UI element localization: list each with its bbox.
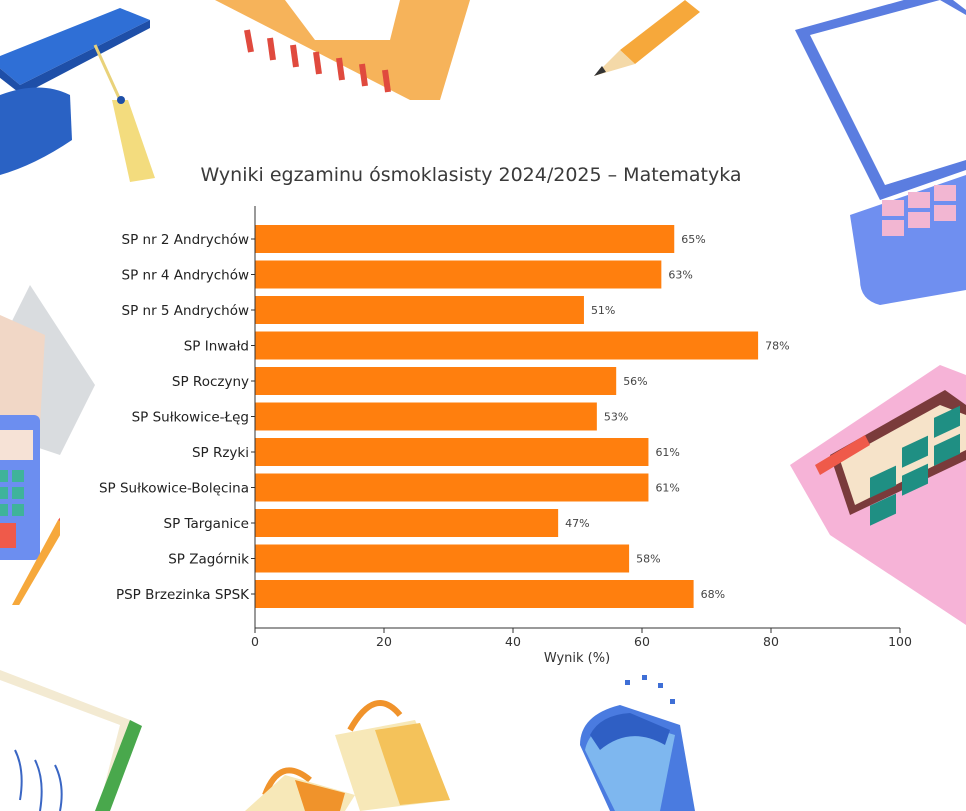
value-label: 53% [604,411,628,424]
x-tick-label: 0 [251,634,259,649]
category-label: PSP Brzezinka SPSK [116,587,250,603]
category-label: SP Targanice [164,516,249,532]
category-label: SP nr 5 Andrychów [122,303,249,319]
x-axis-title: Wynik (%) [544,651,610,666]
category-label: SP Rzyki [192,445,249,461]
eraser-icon [580,675,695,811]
bar [255,331,759,360]
bar [255,402,597,431]
value-label: 61% [655,482,679,495]
x-axis: 0 20 40 60 80 100 [251,238,912,649]
x-tick-label: 20 [376,634,392,649]
value-label: 47% [565,517,589,530]
value-label: 56% [623,375,647,388]
paper-sheets-icon [0,285,95,455]
x-tick-label: 80 [763,634,779,649]
value-label: 68% [701,588,725,601]
bar [255,225,675,253]
value-label: 58% [636,553,660,566]
value-label: 51% [591,304,615,317]
category-labels: SP nr 2 Andrychów SP nr 4 Andrychów SP nr … [99,232,250,603]
value-label: 78% [765,340,789,353]
binder-clips-icon [245,700,450,811]
category-label: SP nr 4 Andrychów [122,268,249,284]
bars-group [255,225,759,608]
category-label: SP Sułkowice-Łęg [132,410,249,426]
bar [255,509,559,537]
bar [255,260,662,289]
calculator-icon [790,365,966,625]
value-label: 65% [681,233,705,246]
x-tick-label: 60 [634,634,650,649]
chart-title: Wyniki egzaminu ósmoklasisty 2024/2025 –… [200,164,741,186]
bar [255,544,630,573]
bar [255,296,584,324]
laptop-icon [795,0,966,305]
category-label: SP Zagórnik [168,552,249,568]
category-label: SP Sułkowice-Bolęcina [99,481,249,497]
pencil-icon [594,0,700,76]
value-label: 61% [655,446,679,459]
bar [255,473,649,502]
bar [255,580,694,608]
notebook-icon [0,670,142,811]
x-tick-label: 100 [888,634,912,649]
category-label: SP Inwałd [184,339,249,355]
value-labels: 65% 63% 51% 78% 56% 53% 61% 61% 47% 58% 68% [565,233,789,601]
graduation-cap-icon [0,8,155,182]
category-label: SP nr 2 Andrychów [122,232,249,248]
set-square-ruler-icon [215,0,470,100]
bar [255,438,649,466]
x-tick-label: 40 [505,634,521,649]
bar [255,367,617,395]
calculator-icon [0,415,60,605]
category-label: SP Roczyny [172,374,249,390]
value-label: 63% [668,269,692,282]
